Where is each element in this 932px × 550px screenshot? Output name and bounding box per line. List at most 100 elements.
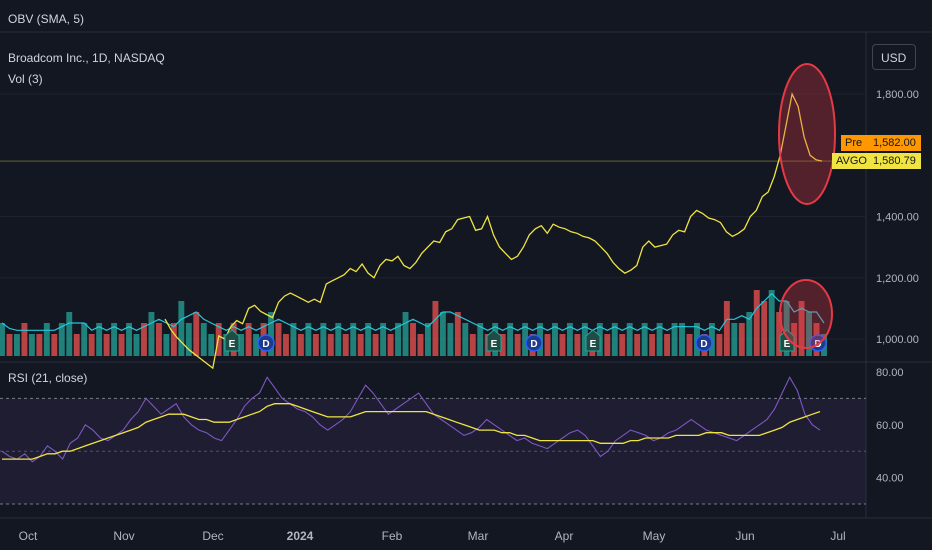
volume-bar: [312, 334, 319, 356]
volume-bar: [103, 334, 110, 356]
highlight-circle: [778, 63, 836, 205]
volume-bar: [768, 290, 775, 356]
volume-bar: [641, 323, 648, 356]
time-axis-label: May: [643, 529, 666, 543]
volume-bar: [462, 323, 469, 356]
event-marker-label: D: [262, 339, 269, 350]
volume-bar: [66, 312, 73, 356]
volume-bar: [798, 301, 805, 356]
volume-bar: [148, 312, 155, 356]
symbol-label[interactable]: Broadcom Inc., 1D, NASDAQ: [8, 51, 165, 65]
rsi-tick-label: 60.00: [876, 420, 904, 432]
volume-bar: [118, 334, 125, 356]
volume-bar: [626, 323, 633, 356]
volume-bar: [96, 323, 103, 356]
volume-bar: [783, 301, 790, 356]
dividend-marker-icon: [257, 334, 275, 352]
volume-bar: [185, 323, 192, 356]
rsi-indicator-label[interactable]: RSI (21, close): [8, 371, 88, 385]
volume-bar: [410, 323, 416, 356]
volume-bar: [604, 334, 611, 356]
volume-bar: [679, 323, 685, 356]
volume-bar: [350, 323, 357, 356]
volume-bar: [245, 323, 252, 356]
dividend-marker-icon: [525, 334, 543, 352]
volume-bar: [208, 334, 215, 356]
pre-tag-label: Pre: [841, 135, 869, 151]
event-marker-label: E: [491, 339, 498, 350]
price-tick-label: 1,400.00: [876, 212, 919, 224]
volume-bar: [454, 312, 461, 356]
volume-bar: [514, 334, 521, 356]
time-axis-label: Nov: [113, 529, 134, 543]
volume-indicator-label[interactable]: Vol (3): [8, 72, 43, 86]
volume-bar: [574, 334, 581, 356]
earnings-marker-icon: [486, 329, 502, 352]
volume-bar: [432, 301, 439, 356]
volume-bar: [275, 323, 282, 356]
rsi-tick-label: 80.00: [876, 367, 904, 379]
volume-bar: [686, 334, 693, 356]
volume-bar: [178, 301, 185, 356]
volume-bar: [126, 323, 132, 356]
currency-button[interactable]: USD: [872, 44, 916, 70]
volume-bar: [395, 323, 402, 356]
volume-bar: [746, 312, 753, 356]
ticker-tag-label: AVGO: [832, 153, 869, 169]
volume-bar: [417, 334, 424, 356]
dividend-marker-icon: [695, 334, 713, 352]
volume-bar: [0, 323, 5, 356]
event-marker-label: D: [530, 339, 537, 350]
time-axis-label: 2024: [287, 529, 314, 543]
time-axis-label: Oct: [19, 529, 38, 543]
volume-bar: [297, 334, 304, 356]
volume-bar: [559, 334, 566, 356]
volume-bar: [58, 323, 65, 356]
price-line: [164, 91, 823, 370]
volume-bar: [723, 301, 730, 356]
volume-bar: [13, 334, 20, 356]
price-tick-label: 1,800.00: [876, 89, 919, 101]
rsi-line: [1, 376, 821, 463]
volume-ma-line: [1, 292, 825, 332]
volume-bar: [111, 323, 118, 356]
earnings-marker-icon: [585, 329, 601, 352]
volume-bar: [193, 312, 200, 356]
volume-bar: [170, 323, 177, 356]
volume-bar: [776, 312, 783, 356]
volume-bar: [387, 334, 394, 356]
time-axis-label: Jun: [735, 529, 754, 543]
volume-bar: [200, 323, 207, 356]
volume-bars: [0, 290, 827, 356]
volume-bar: [88, 334, 95, 356]
volume-bar: [283, 334, 289, 356]
volume-bar: [51, 334, 58, 356]
volume-bar: [380, 323, 387, 356]
price-tick-label: 1,000.00: [876, 334, 919, 346]
highlight-circle: [779, 279, 833, 349]
volume-bar: [424, 323, 431, 356]
volume-bar: [469, 334, 476, 356]
volume-bar: [806, 312, 813, 356]
volume-bar: [268, 312, 274, 356]
event-marker-label: D: [700, 339, 707, 350]
volume-bar: [738, 323, 745, 356]
event-marker-label: E: [784, 339, 791, 350]
volume-bar: [36, 334, 43, 356]
volume-bar: [656, 323, 663, 356]
volume-bar: [671, 323, 678, 356]
time-axis-label: Mar: [468, 529, 489, 543]
obv-indicator-label[interactable]: OBV (SMA, 5): [8, 12, 85, 26]
rsi-ma-line: [2, 403, 821, 460]
volume-bar: [522, 323, 529, 356]
volume-bar: [327, 334, 334, 356]
volume-bar: [619, 334, 626, 356]
volume-bar: [499, 334, 506, 356]
volume-bar: [305, 323, 312, 356]
event-marker-label: E: [229, 339, 236, 350]
volume-bar: [731, 323, 738, 356]
time-axis-label: Apr: [555, 529, 574, 543]
volume-bar: [634, 334, 641, 356]
volume-bar: [133, 334, 140, 356]
